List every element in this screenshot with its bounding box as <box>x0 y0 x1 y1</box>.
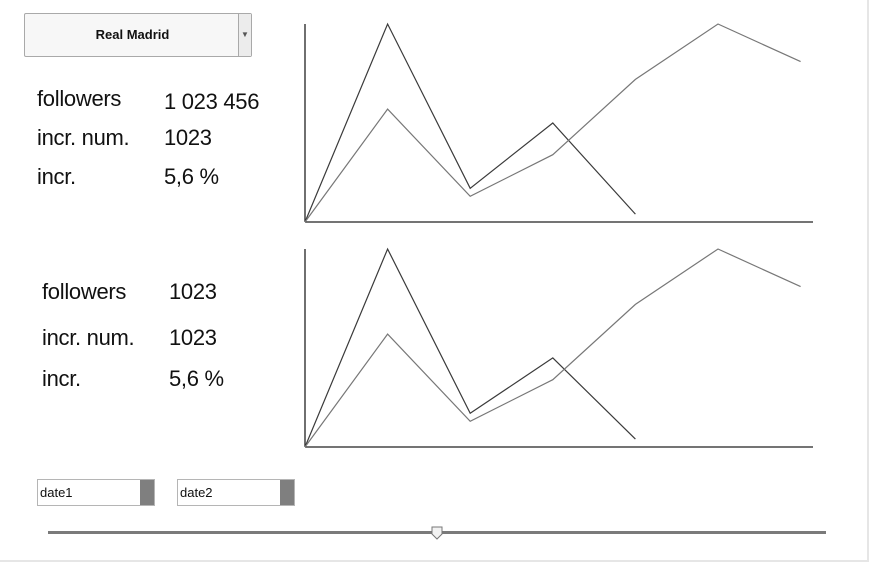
stat-label-incr-num: incr. num. <box>37 125 130 150</box>
stat-value-incr: 5,6 % <box>164 164 219 189</box>
date1-dropdown-button[interactable] <box>140 480 154 505</box>
stat-value-incr-num: 1023 <box>169 325 217 350</box>
stat-label-followers: followers <box>37 86 122 111</box>
team-dropdown-value: Real Madrid <box>95 27 170 42</box>
series-line-1 <box>304 247 636 448</box>
stat-label-incr-num: incr. num. <box>42 325 135 350</box>
slider-thumb[interactable] <box>431 526 443 540</box>
team-dropdown[interactable]: Real Madrid ▼ <box>24 13 252 57</box>
stat-label-incr: incr. <box>37 164 76 189</box>
date1-input[interactable] <box>38 480 140 505</box>
date2-input[interactable] <box>178 480 280 505</box>
stat-value-incr: 5,6 % <box>169 366 224 391</box>
stat-value-followers: 1023 <box>169 279 217 304</box>
stat-value-followers: 1 023 456 <box>164 89 260 114</box>
followers-chart-top <box>304 22 813 223</box>
stat-value-incr-num: 1023 <box>164 125 212 150</box>
series-line-2 <box>304 23 801 223</box>
series-line-1 <box>304 22 636 223</box>
date2-dropdown-button[interactable] <box>280 480 294 505</box>
series-line-2 <box>304 248 801 448</box>
followers-chart-bottom <box>304 247 813 448</box>
date1-picker[interactable] <box>37 479 155 506</box>
chevron-down-icon[interactable]: ▼ <box>238 14 251 56</box>
stat-label-followers: followers <box>42 279 127 304</box>
stat-label-incr: incr. <box>42 366 81 391</box>
date2-picker[interactable] <box>177 479 295 506</box>
